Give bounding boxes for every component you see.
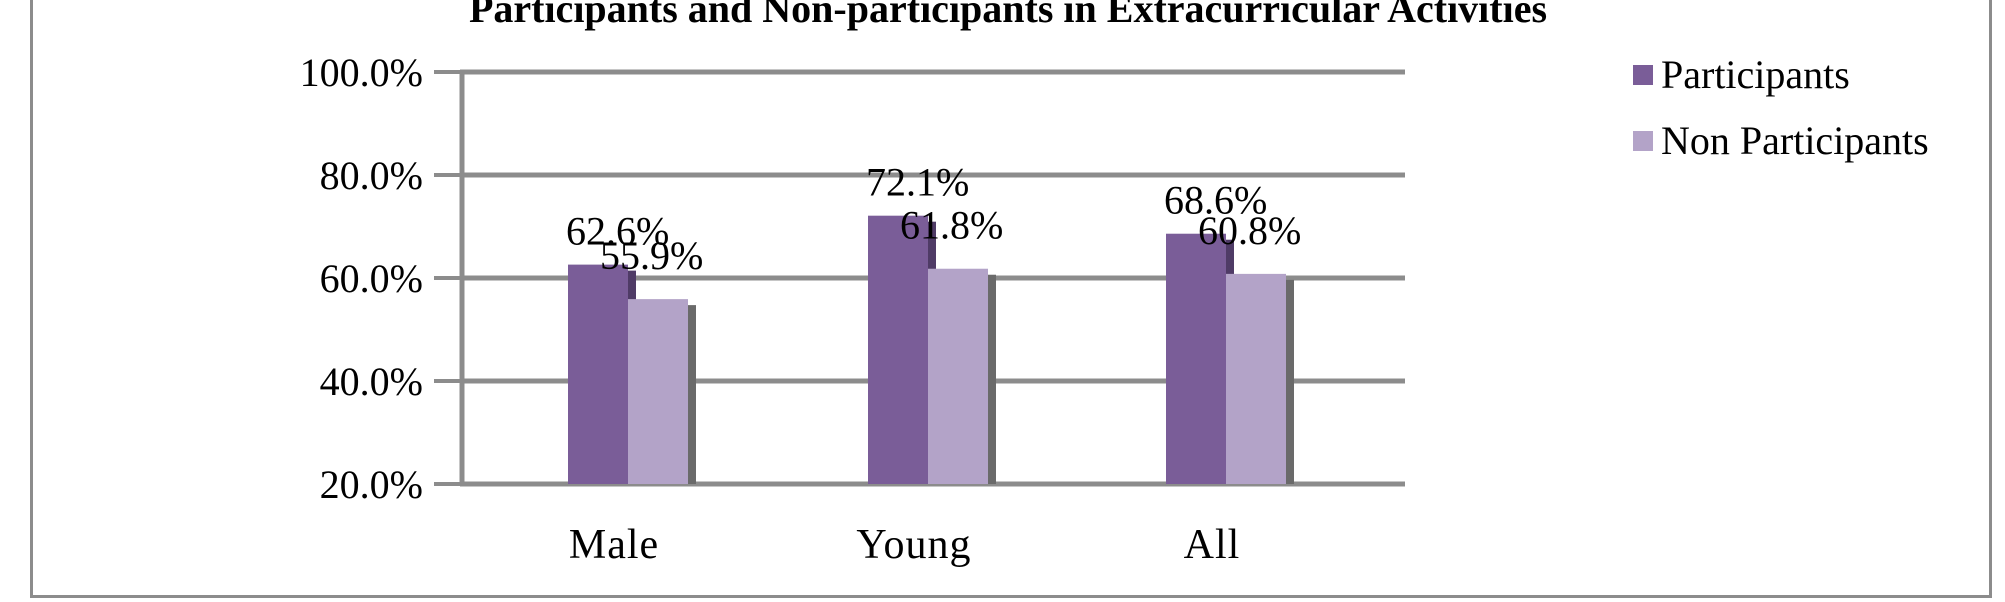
bar — [868, 215, 936, 484]
bar — [628, 299, 696, 484]
legend-swatch — [1633, 65, 1653, 85]
chart-frame — [30, 0, 1992, 598]
data-label: 72.1% — [866, 160, 969, 205]
y-tick-label: 40.0% — [320, 359, 423, 404]
bar-shadow — [686, 305, 696, 484]
bar-rect — [928, 268, 988, 484]
bar — [568, 264, 636, 484]
data-labels: 62.6% 72.1% 68.6% 55.9% 61.8% 60.8% — [566, 160, 1301, 278]
legend: Participants Non Participants — [1633, 52, 1929, 163]
axes — [434, 70, 465, 486]
bar-rect — [1166, 233, 1226, 484]
bar-shadow — [986, 274, 996, 484]
data-label: 68.6% — [1164, 178, 1267, 223]
data-label: 62.6% — [566, 209, 669, 254]
bar-rect — [1226, 273, 1286, 484]
bar-rect — [628, 299, 688, 484]
legend-label: Participants — [1661, 52, 1850, 97]
y-tick-label: 100.0% — [300, 50, 423, 95]
chart-title: Participants and Non-participants in Ext… — [469, 0, 1547, 31]
bar-rect — [568, 264, 628, 484]
bar — [1166, 233, 1234, 484]
legend-swatch — [1633, 131, 1653, 151]
y-tick-labels: 100.0% 80.0% 60.0% 40.0% 20.0% — [300, 50, 423, 507]
x-category-label: Male — [569, 522, 659, 568]
data-label: 60.8% — [1198, 208, 1301, 253]
legend-item: Non Participants — [1633, 118, 1929, 163]
y-tick-label: 80.0% — [320, 153, 423, 198]
x-category-labels: Male Young All — [569, 522, 1241, 568]
bar-rect — [868, 215, 928, 484]
x-category-label: All — [1184, 522, 1241, 568]
y-tick-label: 20.0% — [320, 462, 423, 507]
data-label: 55.9% — [600, 233, 703, 278]
y-tick-label: 60.0% — [320, 256, 423, 301]
bars — [568, 215, 1294, 484]
data-label: 61.8% — [900, 203, 1003, 248]
x-category-label: Young — [856, 522, 971, 568]
legend-item: Participants — [1633, 52, 1850, 97]
legend-label: Non Participants — [1661, 118, 1929, 163]
bar-shadow — [1284, 279, 1294, 484]
bar — [1226, 273, 1294, 484]
bar — [928, 268, 996, 484]
